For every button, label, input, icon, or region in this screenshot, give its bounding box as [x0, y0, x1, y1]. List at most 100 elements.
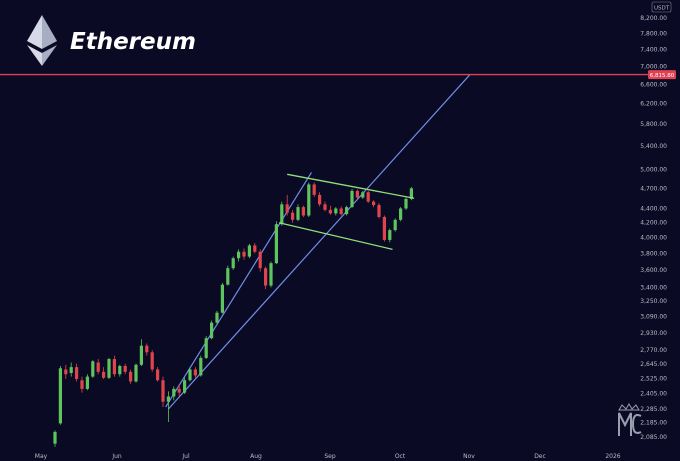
candle-body [258, 251, 262, 269]
candle-body [210, 322, 214, 339]
candle [388, 228, 392, 243]
candle-body [145, 345, 149, 353]
candle [145, 343, 149, 356]
candle [96, 359, 100, 375]
candle-body [188, 369, 192, 381]
candle [334, 207, 338, 216]
candle [172, 386, 176, 401]
candle-body [388, 230, 392, 240]
y-tick-label: 2,930.00 [640, 330, 667, 337]
candle-body [220, 284, 224, 313]
y-tick-label: 4,700.00 [640, 185, 667, 192]
candle [64, 364, 68, 380]
candle [377, 202, 381, 219]
candle [210, 320, 214, 340]
y-tick-label: 2,645.00 [640, 361, 667, 368]
candle-body [64, 369, 68, 375]
candle [296, 204, 300, 222]
candle-body [107, 359, 111, 378]
y-tick-label: 3,250.00 [640, 298, 667, 305]
candle [269, 261, 273, 288]
candle-body [345, 207, 349, 215]
candle [264, 266, 268, 290]
candle-body [328, 209, 332, 214]
candle [139, 339, 143, 366]
candle [58, 365, 62, 425]
candle [247, 243, 251, 259]
candle [75, 363, 79, 382]
candle-body [274, 224, 278, 264]
candle [404, 197, 408, 210]
y-tick-label: 7,000.00 [640, 63, 667, 70]
candle [102, 367, 106, 380]
candle [69, 362, 73, 377]
channel-layer [278, 173, 415, 250]
x-tick-label: Jun [111, 453, 122, 460]
candle-body [161, 380, 165, 402]
candle-body [366, 192, 370, 202]
candle [274, 221, 278, 264]
candle [166, 391, 170, 422]
candle-body [183, 380, 187, 393]
candle-body [393, 219, 397, 231]
candle-body [129, 371, 133, 382]
x-axis: May Jun Jul Aug Sep Oct Nov Dec 2026 [35, 453, 621, 460]
candle-body [312, 184, 316, 195]
candle-body [307, 184, 311, 216]
candle [150, 350, 154, 372]
y-tick-label: 2,405.00 [640, 390, 667, 397]
y-tick-label: 7,800.00 [640, 30, 667, 37]
candle [280, 201, 284, 226]
candle-body [215, 312, 219, 323]
candle-body [247, 245, 251, 257]
candle [355, 189, 359, 200]
candle [339, 206, 343, 216]
candle [80, 376, 84, 393]
channel-upper-line [287, 173, 415, 199]
y-tick-label: 6,600.00 [640, 81, 667, 88]
y-tick-label: 4,200.00 [640, 220, 667, 227]
candle-body [139, 345, 143, 365]
candle-body [91, 361, 95, 377]
y-tick-label: 3,600.00 [640, 267, 667, 274]
candle-body [85, 376, 89, 389]
candle [107, 357, 111, 380]
candle-body [318, 194, 322, 205]
channel-lower-line [278, 222, 393, 250]
candle-body [404, 198, 408, 209]
target-price-badge [648, 70, 676, 80]
candle [112, 355, 116, 377]
candle-body [323, 204, 327, 210]
candle-body [291, 212, 295, 220]
candle-body [226, 268, 230, 285]
candle-body [285, 204, 289, 213]
candle-body [118, 365, 122, 375]
candle-body [156, 369, 160, 381]
candle [129, 369, 133, 384]
candle-body [269, 263, 273, 286]
currency-label: USDT [654, 6, 670, 12]
candle [361, 190, 365, 199]
candle-body [75, 367, 79, 380]
candle-body [301, 207, 305, 216]
candle [177, 383, 181, 397]
candle [242, 248, 246, 260]
candle-body [193, 369, 197, 376]
candle [312, 182, 316, 197]
candle-body [204, 338, 208, 358]
y-tick-label: 5,400.00 [640, 143, 667, 150]
y-tick-label: 4,000.00 [640, 235, 667, 242]
candle [399, 207, 403, 222]
candle-body [264, 268, 268, 286]
candle-body [177, 388, 181, 393]
candle-body [123, 365, 127, 372]
candle [372, 200, 376, 208]
candle-body [355, 190, 359, 198]
trend-line [167, 74, 471, 410]
y-tick-label: 2,285.00 [640, 406, 667, 413]
x-tick-label: Sep [324, 453, 336, 460]
x-tick-label: May [35, 453, 48, 460]
candle-body [237, 251, 241, 259]
candle-body [172, 388, 176, 397]
